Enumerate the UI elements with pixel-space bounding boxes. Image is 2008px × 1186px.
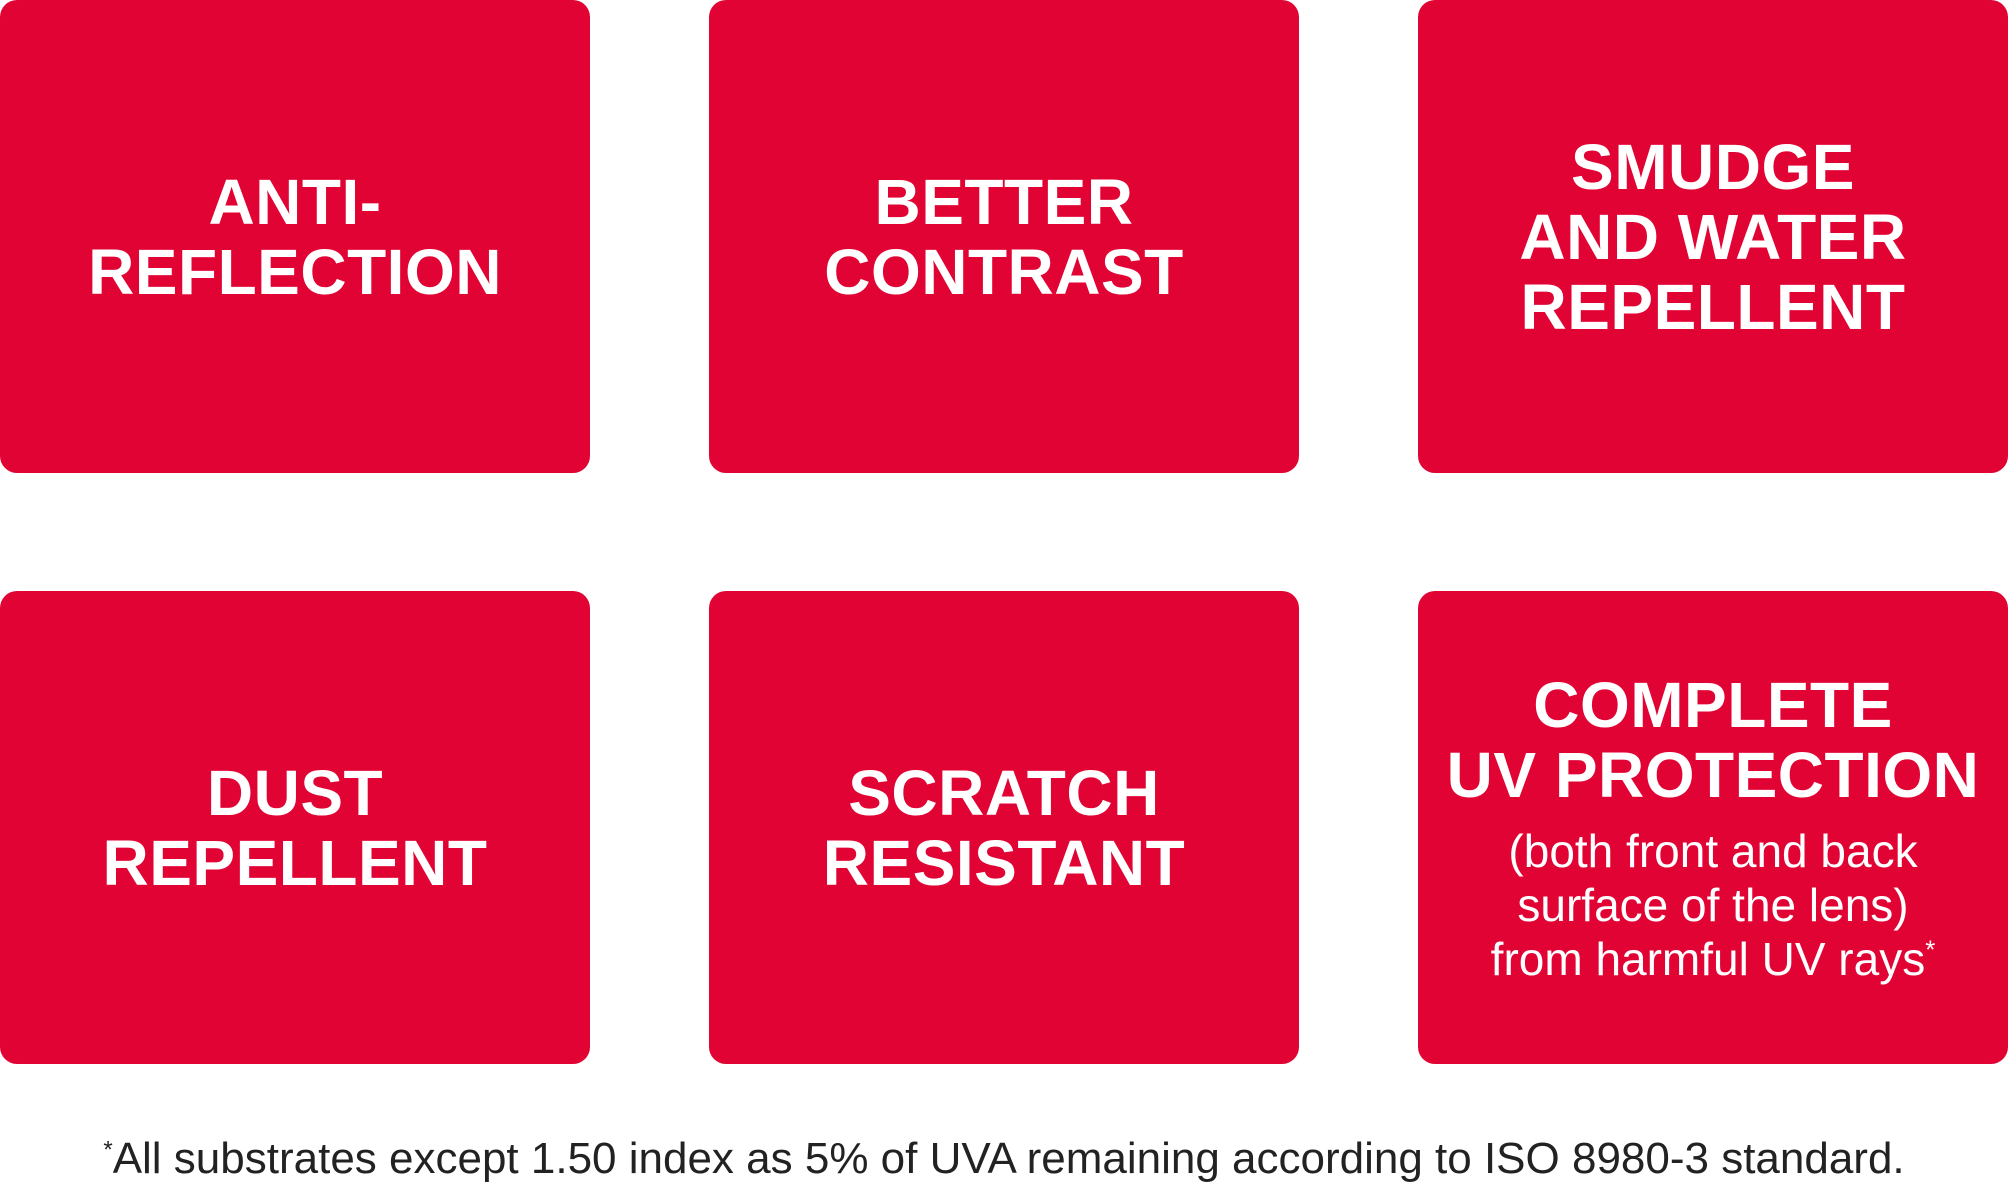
feature-title-line: COMPLETE — [1533, 668, 1893, 741]
feature-tile-anti-reflection: ANTI- REFLECTION — [0, 0, 590, 473]
feature-tile-better-contrast: BETTER CONTRAST — [709, 0, 1299, 473]
feature-title-line: SMUDGE — [1571, 130, 1855, 203]
feature-description-text: from harmful UV rays — [1490, 932, 1926, 985]
footnote-text: All substrates except 1.50 index as 5% o… — [112, 1134, 1905, 1183]
feature-title-line: AND WATER — [1519, 200, 1907, 273]
feature-title-line: REFLECTION — [88, 235, 502, 308]
feature-grid: ANTI- REFLECTION BETTER CONTRAST SMUDGE … — [0, 0, 2008, 1064]
feature-title-line: REPELLENT — [102, 826, 488, 899]
feature-description-line: (both front and back — [1508, 824, 1918, 877]
feature-title-line: DUST — [206, 756, 384, 829]
feature-title: SCRATCH RESISTANT — [823, 758, 1185, 898]
feature-title: COMPLETE UV PROTECTION — [1447, 670, 1980, 810]
feature-tile-smudge-water-repellent: SMUDGE AND WATER REPELLENT — [1418, 0, 2008, 473]
feature-tile-scratch-resistant: SCRATCH RESISTANT — [709, 591, 1299, 1064]
feature-title-line: REPELLENT — [1520, 270, 1906, 343]
feature-title-line: ANTI- — [208, 165, 382, 238]
feature-description-line: from harmful UV rays* — [1491, 932, 1936, 986]
feature-title-line: BETTER — [874, 165, 1134, 238]
footnote-marker: * — [1925, 934, 1936, 965]
feature-title: DUST REPELLENT — [103, 758, 488, 898]
feature-title: SMUDGE AND WATER REPELLENT — [1519, 132, 1906, 342]
feature-title: BETTER CONTRAST — [824, 167, 1184, 307]
feature-tile-dust-repellent: DUST REPELLENT — [0, 591, 590, 1064]
feature-title-line: CONTRAST — [824, 235, 1184, 308]
feature-tile-uv-protection: COMPLETE UV PROTECTION (both front and b… — [1418, 591, 2008, 1064]
footnote-marker: * — [103, 1136, 113, 1164]
feature-title-line: SCRATCH — [848, 756, 1160, 829]
feature-description: (both front and back surface of the lens… — [1491, 824, 1936, 986]
feature-title: ANTI- REFLECTION — [88, 167, 502, 307]
feature-description-line: surface of the lens) — [1517, 878, 1909, 931]
feature-title-line: UV PROTECTION — [1446, 738, 1980, 811]
footnote: *All substrates except 1.50 index as 5% … — [0, 1134, 2008, 1184]
feature-title-line: RESISTANT — [822, 826, 1186, 899]
